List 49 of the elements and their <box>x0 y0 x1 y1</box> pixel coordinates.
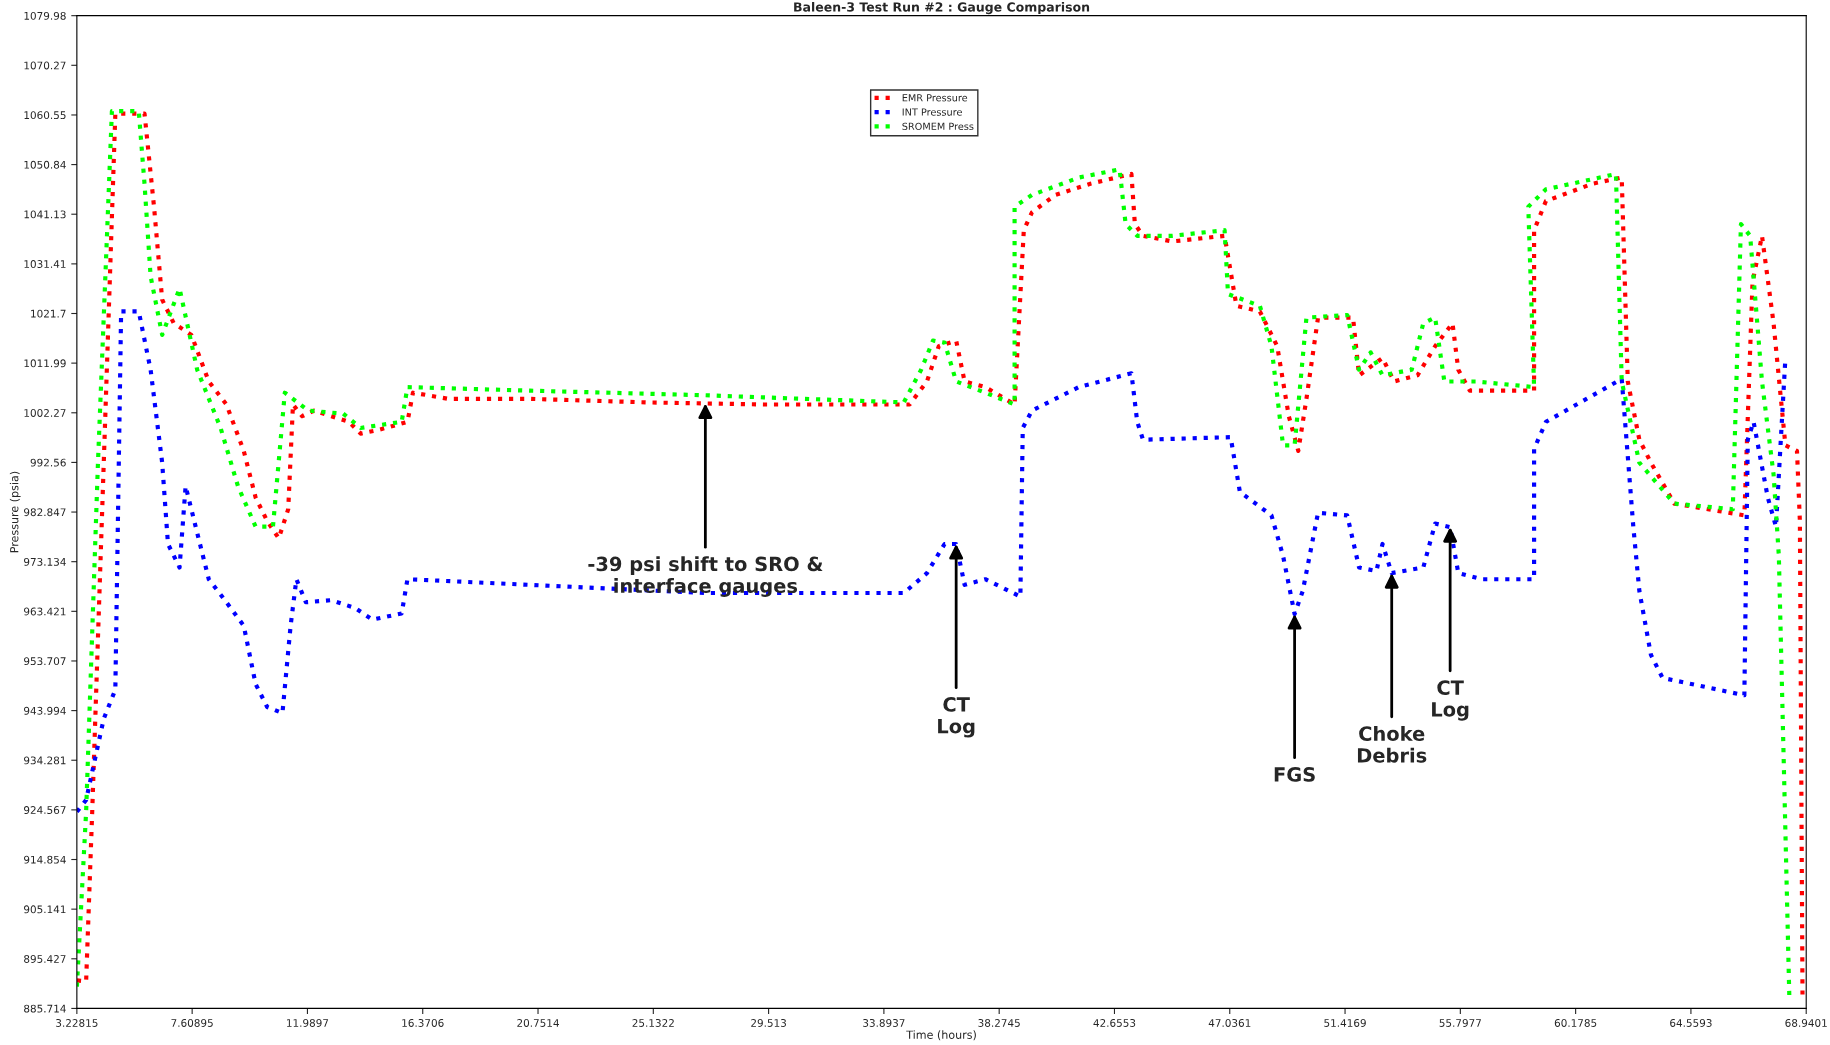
y-tick-label: 885.714 <box>24 1004 66 1013</box>
y-tick-label: 914.854 <box>24 855 66 864</box>
y-tick-label: 1079.98 <box>24 11 66 20</box>
annotation: FGS <box>1274 767 1315 782</box>
y-tick-label: 924.567 <box>24 806 66 814</box>
x-tick-label: 3.22815 <box>56 1019 98 1027</box>
annotation: CT Log <box>938 697 975 738</box>
y-tick-label: 905.141 <box>24 905 66 914</box>
x-tick-label: 25.1322 <box>632 1019 674 1027</box>
y-tick-label: 953.707 <box>24 657 66 666</box>
x-tick-label: 38.2745 <box>978 1019 1020 1027</box>
y-tick-label: 1021.7 <box>31 309 66 318</box>
x-tick-label: 60.1785 <box>1554 1019 1597 1027</box>
y-tick-label: 1031.41 <box>24 260 66 268</box>
y-tick-label: 934.281 <box>24 756 66 765</box>
x-axis-title: Time (hours) <box>906 1030 976 1041</box>
y-tick-label: 1060.55 <box>24 111 66 120</box>
legend-label: SROMEM Press <box>902 122 974 130</box>
y-tick-label: 1011.99 <box>24 359 66 368</box>
y-tick-label: 943.994 <box>24 706 66 715</box>
x-tick-label: 29.513 <box>751 1019 786 1027</box>
y-tick-label: 963.421 <box>24 607 66 616</box>
x-tick-label: 55.7977 <box>1439 1019 1481 1027</box>
legend-label: EMR Pressure <box>902 94 968 102</box>
x-tick-label: 42.6553 <box>1093 1019 1136 1027</box>
y-tick-label: 1050.84 <box>24 160 66 169</box>
y-tick-label: 982.847 <box>24 508 66 517</box>
x-tick-label: 33.8937 <box>863 1019 905 1027</box>
x-tick-label: 20.7514 <box>517 1019 559 1027</box>
y-tick-label: 992.56 <box>30 458 66 467</box>
annotation: CT Log <box>1432 680 1469 721</box>
y-tick-label: 1041.13 <box>24 210 66 219</box>
y-tick-label: 973.134 <box>24 557 66 566</box>
x-tick-label: 68.9401 <box>1785 1019 1827 1027</box>
chart-title: Baleen-3 Test Run #2 : Gauge Comparison <box>794 2 1090 15</box>
x-tick-label: 47.0361 <box>1208 1019 1251 1027</box>
legend-label: INT Pressure <box>902 108 962 116</box>
x-tick-label: 11.9897 <box>287 1019 329 1027</box>
x-tick-label: 16.3706 <box>402 1019 444 1027</box>
annotation: Choke Debris <box>1357 725 1427 763</box>
x-tick-label: 7.60895 <box>171 1019 213 1027</box>
y-tick-label: 1070.27 <box>24 61 66 70</box>
line-series <box>76 309 1788 814</box>
x-tick-label: 51.4169 <box>1324 1019 1366 1027</box>
x-tick-label: 64.5593 <box>1670 1019 1712 1027</box>
y-axis-title: Pressure (psia) <box>9 471 21 553</box>
y-tick-label: 1002.27 <box>24 409 66 417</box>
y-tick-label: 895.427 <box>24 955 66 963</box>
annotation: -39 psi shift to SRO & interface gauges <box>588 556 823 597</box>
